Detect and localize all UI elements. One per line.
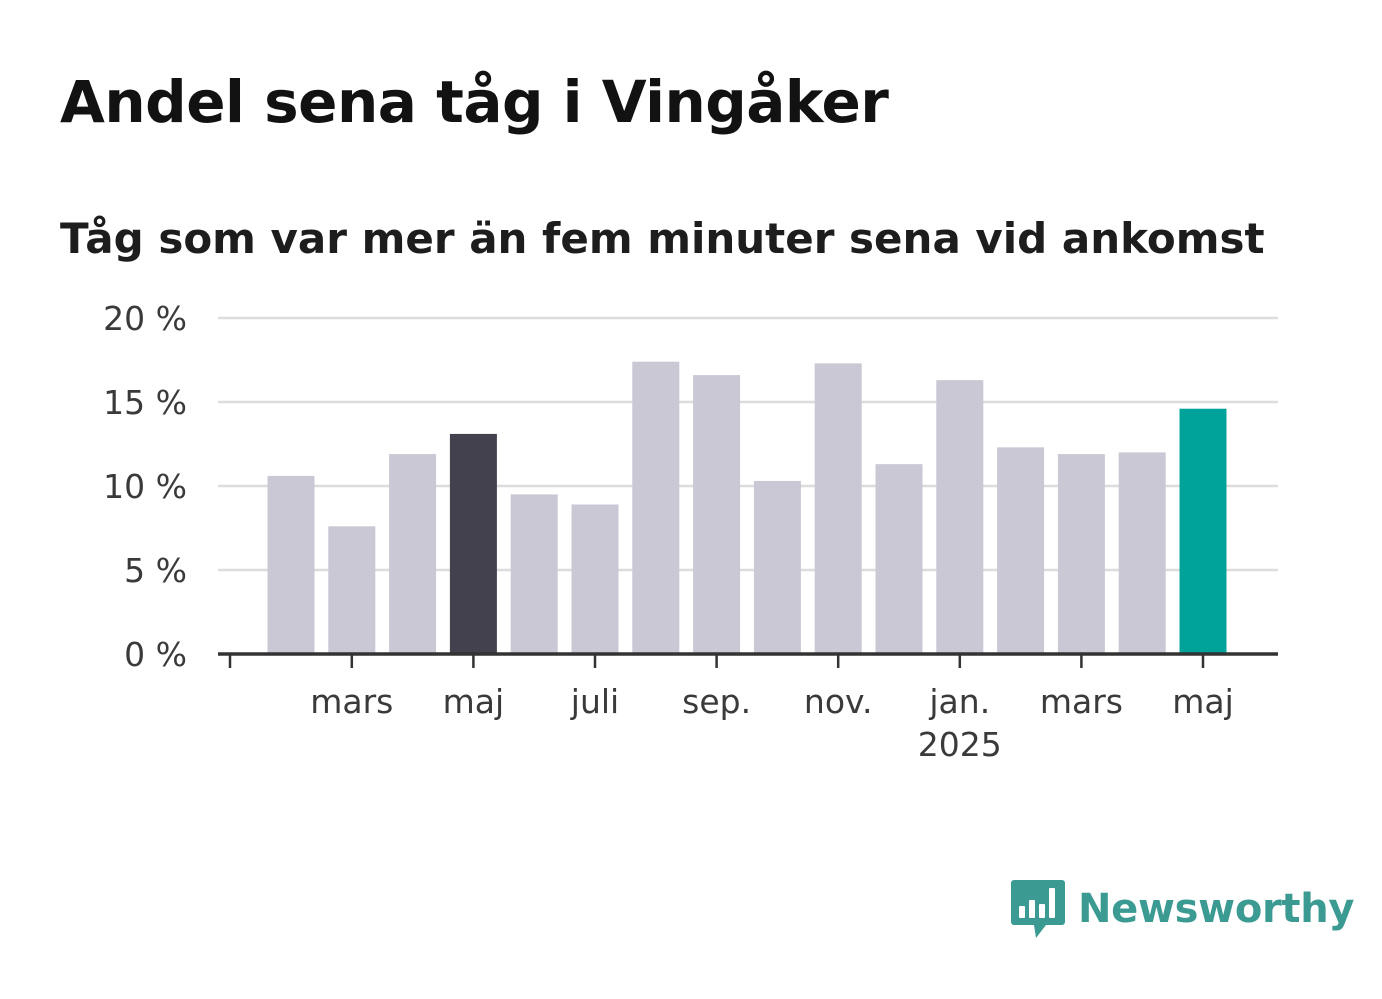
y-tick-label: 15 % [103,383,187,422]
bar-chart: 0 % 5 % 10 % 15 % 20 % mars maj juli sep. nov. ja… [103,299,1278,764]
bar [328,526,376,654]
bar [753,480,801,654]
bar [1057,454,1105,654]
bar [693,375,741,654]
bar [267,475,315,654]
bars [267,361,1227,654]
y-tick-label: 5 % [124,551,187,590]
bar-chart-speech-bubble-icon [1011,880,1065,938]
y-tick-label: 20 % [103,299,187,338]
x-tick-label: nov. [804,682,873,721]
x-tick-label: sep. [682,682,751,721]
newsworthy-logo: Newsworthy [1010,878,1355,940]
y-tick-label: 0 % [124,635,187,674]
bar [389,454,437,654]
chart-title: Andel sena tåg i Vingåker [60,68,889,136]
chart-subtitle: Tåg som var mer än fem minuter sena vid … [60,214,1265,263]
bar [997,447,1045,654]
x-tick-label: mars [310,682,393,721]
x-tick-label: jan. [928,682,990,721]
x-axis [218,652,1278,668]
x-axis-labels: mars maj juli sep. nov. jan. 2025 mars maj [310,682,1234,764]
bar [814,363,862,654]
bar [510,494,558,654]
bar [1179,408,1227,654]
x-tick-label: juli [570,682,619,721]
bar [1118,452,1166,654]
x-tick-label: maj [443,682,505,721]
x-tick-label: mars [1040,682,1123,721]
y-axis-labels: 0 % 5 % 10 % 15 % 20 % [103,299,187,674]
y-tick-label: 10 % [103,467,187,506]
bar [449,433,497,654]
bar [632,361,680,654]
x-tick-sublabel: 2025 [918,725,1002,764]
bar [936,380,984,654]
x-tick-label: maj [1172,682,1234,721]
bar [571,504,619,654]
bar [875,464,923,654]
brand-name: Newsworthy [1078,886,1355,932]
